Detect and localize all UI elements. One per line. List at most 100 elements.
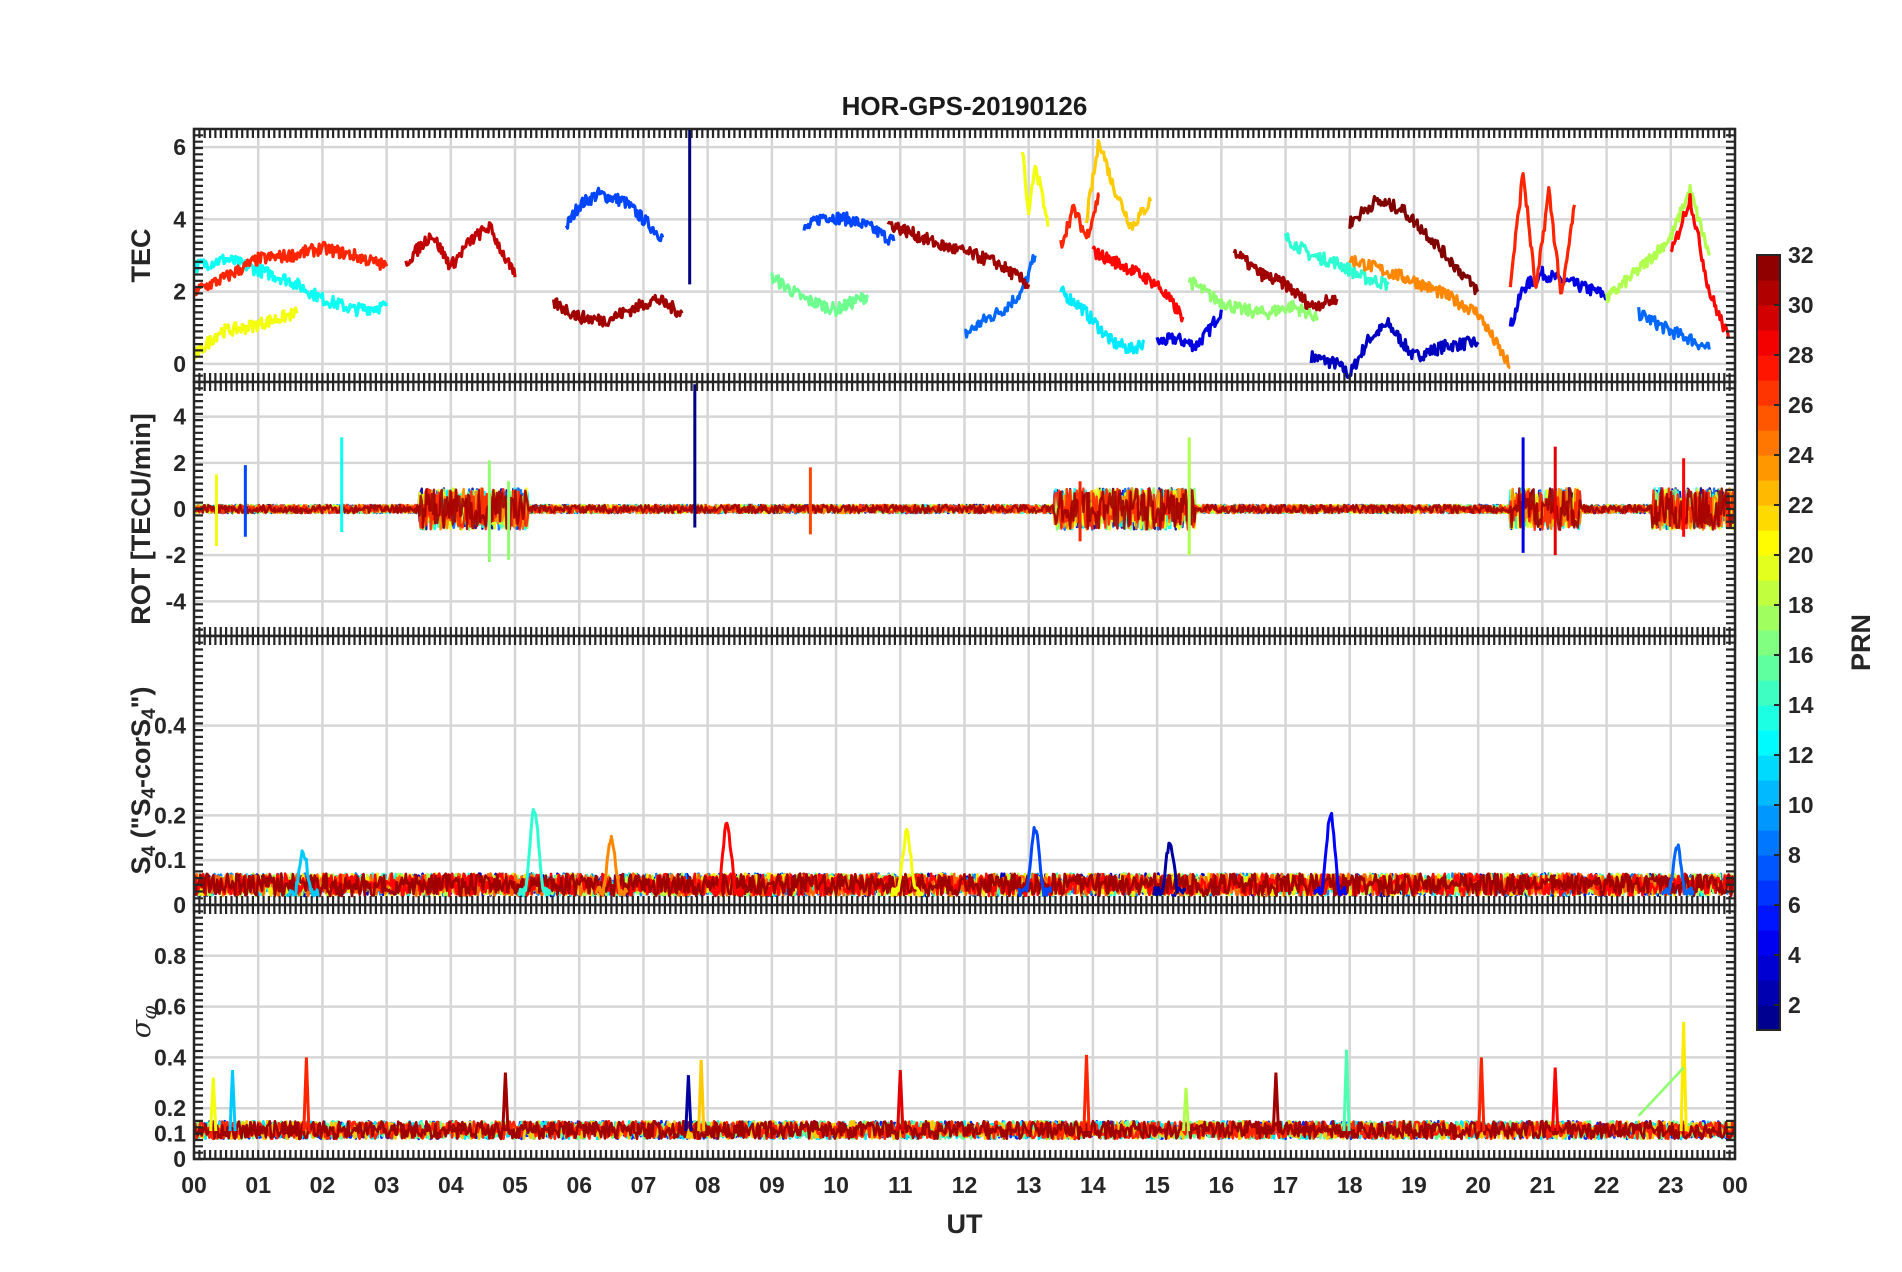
- s4-peak-prn-2: [1152, 841, 1187, 897]
- ytick-s4: 0.1: [154, 847, 186, 873]
- colorbar-tick-label: 6: [1788, 892, 1801, 918]
- ytick-sigma: 0: [173, 1146, 186, 1172]
- panel-ticks-rot: [192, 380, 1737, 638]
- panel-sigma: [192, 903, 1737, 1161]
- ytick-rot: 2: [173, 450, 186, 476]
- ytick-sigma: 0.1: [154, 1121, 186, 1147]
- colorbar-band: [1757, 330, 1780, 356]
- tec-series-prn-20: [1020, 151, 1050, 227]
- sigma-peak-prn-22: [697, 1059, 706, 1132]
- colorbar-band: [1757, 730, 1780, 756]
- panel-rot: [192, 380, 1737, 638]
- panel-tec: [192, 127, 1737, 384]
- ytick-sigma: 0.2: [154, 1095, 186, 1121]
- chart-title: HOR-GPS-20190126: [842, 91, 1088, 121]
- y-label-rot: ROT [TECU/min]: [126, 413, 156, 624]
- data-s4: [194, 808, 1735, 898]
- xtick-label: 05: [502, 1172, 528, 1198]
- colorbar-band: [1757, 480, 1780, 506]
- sigma-peak-prn-18: [1182, 1087, 1191, 1132]
- tec-series-prn-28: [1091, 245, 1185, 323]
- ytick-rot: -2: [166, 542, 186, 568]
- tec-series-prn-28: [1669, 193, 1731, 339]
- tec-series-prn-3: [1309, 317, 1480, 379]
- xtick-label: 00: [181, 1172, 207, 1198]
- s4-peak-prn-11: [286, 849, 320, 898]
- data-sigma: [194, 1021, 1735, 1141]
- colorbar-tick-label: 8: [1788, 842, 1801, 868]
- colorbar-tick-label: 20: [1788, 542, 1814, 568]
- xtick-label: 00: [1722, 1172, 1748, 1198]
- ytick-tec: 2: [173, 279, 186, 305]
- y-label-sigma-part: φ: [137, 1006, 161, 1020]
- y-label-sigma: σφ: [126, 1006, 161, 1038]
- sigma-peak-prn-15: [1342, 1049, 1351, 1132]
- colorbar-band: [1757, 880, 1780, 906]
- y-label-s4-part: -corS: [126, 719, 156, 788]
- colorbar-tick-label: 14: [1788, 692, 1814, 718]
- ytick-tec: 6: [173, 134, 186, 160]
- s4-peak-prn-8: [1660, 843, 1695, 896]
- colorbar-band: [1757, 555, 1780, 581]
- colorbar-band: [1757, 680, 1780, 706]
- colorbar-band: [1757, 705, 1780, 731]
- colorbar-tick-label: 30: [1788, 292, 1814, 318]
- tec-series-prn-12: [1059, 285, 1146, 355]
- colorbar-band: [1757, 1005, 1780, 1031]
- y-label-s4-part: S: [126, 856, 156, 874]
- ytick-sigma: 0.4: [154, 1044, 186, 1070]
- ytick-s4: 0: [173, 892, 186, 918]
- tec-series-prn-22: [1084, 138, 1153, 231]
- tec-series-prn-30: [404, 221, 517, 278]
- colorbar-tick-label: 2: [1788, 992, 1801, 1018]
- s4-peak-prn-28: [710, 821, 745, 898]
- colorbar-label: PRN: [1846, 614, 1876, 671]
- s4-peak-prn-7: [1017, 826, 1053, 898]
- colorbar-band: [1757, 655, 1780, 681]
- s4-peak-prn-14: [516, 808, 552, 898]
- colorbar-band: [1757, 355, 1780, 381]
- ytick-rot: 0: [173, 496, 186, 522]
- tec-series-prn-27: [1508, 172, 1577, 295]
- colorbar-band: [1757, 505, 1780, 531]
- panel-ticks-s4: [192, 634, 1737, 907]
- colorbar-band: [1757, 455, 1780, 481]
- tec-series-prn-7: [802, 211, 896, 246]
- xtick-label: 06: [566, 1172, 592, 1198]
- xtick-label: 02: [310, 1172, 336, 1198]
- y-label-tec: TEC: [126, 229, 156, 283]
- colorbar-tick-label: 28: [1788, 342, 1814, 368]
- sigma-peak-prn-11: [228, 1070, 237, 1132]
- colorbar-band: [1757, 980, 1780, 1006]
- tec-series-prn-31: [886, 220, 1031, 290]
- ytick-tec: 4: [173, 206, 186, 232]
- x-axis-label: UT: [947, 1209, 983, 1239]
- tec-series-prn-27: [1059, 192, 1100, 249]
- sigma-peak-prn-28: [1551, 1067, 1560, 1132]
- colorbar-tick-label: 12: [1788, 742, 1814, 768]
- colorbar-band: [1757, 830, 1780, 856]
- y-label-s4-part: 4: [139, 788, 160, 799]
- colorbar-band: [1757, 630, 1780, 656]
- colorbar-band: [1757, 305, 1780, 331]
- colorbar-tick-label: 32: [1788, 242, 1814, 268]
- sigma-peak-prn-29: [896, 1070, 905, 1132]
- colorbar-band: [1757, 855, 1780, 881]
- tec-series-prn-13: [194, 253, 389, 318]
- colorbar-band: [1757, 755, 1780, 781]
- data-rot: [194, 384, 1735, 563]
- colorbar-tick-label: 24: [1788, 442, 1814, 468]
- y-label-s4-part: ("S: [126, 799, 156, 846]
- xtick-label: 16: [1209, 1172, 1235, 1198]
- tec-series-prn-31: [552, 293, 684, 328]
- tec-series-prn-20: [194, 306, 299, 360]
- sigma-peak-prn-31: [1271, 1072, 1280, 1132]
- s4-series-prn-31: [194, 872, 1735, 898]
- xtick-label: 10: [823, 1172, 849, 1198]
- colorbar-band: [1757, 955, 1780, 981]
- rot-series-prn-31: [194, 487, 1735, 531]
- colorbar-band: [1757, 805, 1780, 831]
- xtick-label: 17: [1273, 1172, 1299, 1198]
- y-label-sigma-part: σ: [126, 1018, 157, 1038]
- colorbar-band: [1757, 905, 1780, 931]
